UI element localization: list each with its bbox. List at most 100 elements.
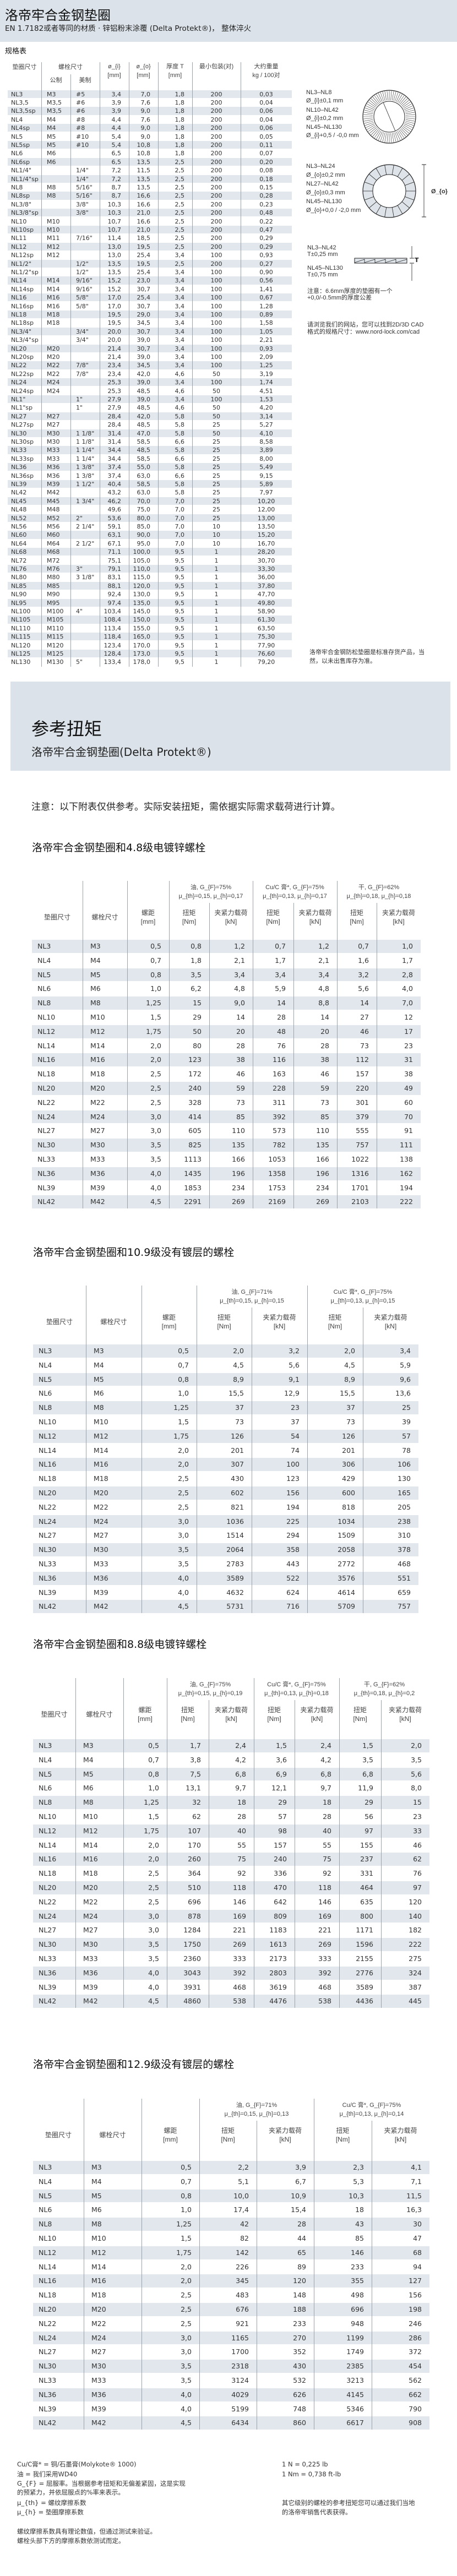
- value-cell: 44: [297, 2234, 306, 2242]
- serration-line: [364, 122, 374, 126]
- value-cell: 194: [400, 1183, 413, 1192]
- washer-size-cell: NL8: [39, 2220, 52, 2229]
- spec-cell: 23,4: [107, 370, 122, 378]
- value-cell: 387: [409, 1983, 422, 1991]
- header-washer-size: 垫圈尺寸: [45, 2131, 72, 2139]
- value-cell: 6,2: [191, 984, 202, 993]
- header-clamp-load: 夹紧力载荷: [214, 1706, 248, 1714]
- value-cell: 8,9: [344, 1375, 355, 1384]
- washer-size-cell: NL42: [37, 1197, 56, 1206]
- serration-line: [374, 95, 380, 104]
- value-cell: 1284: [183, 1926, 201, 1935]
- bolt-size-cell: M14: [94, 1446, 108, 1455]
- spec-cell: 0,29: [259, 235, 273, 242]
- spec-cell: 88,1: [107, 582, 122, 590]
- serration-line: [396, 132, 401, 140]
- washer-size-cell: NL16: [37, 1055, 56, 1064]
- friction-header: μ_{th}=0,15, μ_{h}=0,19: [178, 1690, 243, 1697]
- spec-cell: 10,8: [137, 150, 151, 157]
- value-cell: 25: [402, 1403, 411, 1412]
- washer-size-cell: NL30: [39, 1545, 57, 1554]
- washer-size-cell: NL6: [39, 1784, 52, 1793]
- value-cell: 220: [356, 1084, 369, 1092]
- spec-cell: NL3: [11, 90, 23, 98]
- serration-line: [398, 95, 405, 104]
- value-cell: 123: [286, 1474, 300, 1483]
- spec-cell: 0,89: [259, 311, 273, 318]
- spec-cell: 7,0: [175, 514, 185, 522]
- value-cell: 92: [323, 1869, 331, 1878]
- value-cell: 5,9: [275, 984, 286, 993]
- value-cell: 307: [231, 1460, 244, 1469]
- value-cell: 3,9: [295, 2163, 306, 2171]
- value-cell: 4436: [356, 1997, 373, 2006]
- thickness-note: 注意：6.6mm厚度的垫圈有一个: [307, 288, 393, 295]
- spec-cell: 2,5: [175, 226, 185, 233]
- value-cell: 126: [231, 1431, 244, 1440]
- value-cell: 2,4: [235, 1741, 246, 1750]
- value-cell: 4,5: [344, 1360, 355, 1369]
- value-cell: 15: [413, 1798, 422, 1807]
- value-cell: 54: [291, 1431, 300, 1440]
- value-cell: 4,5: [148, 1997, 159, 2006]
- spec-cell: 16,6: [137, 217, 151, 225]
- serration-line: [397, 130, 402, 139]
- spec-cell: 83,1: [107, 574, 122, 581]
- value-cell: 2,3: [353, 2163, 364, 2171]
- spec-cell: 120,0: [133, 582, 151, 590]
- spec-cell: 2,21: [259, 336, 273, 344]
- outer-diameter-label: Ø_{o}: [431, 188, 448, 195]
- header-clamp-load: 夹紧力载荷: [214, 909, 248, 917]
- spec-cell: 100: [210, 353, 222, 361]
- spec-cell: 21,0: [137, 209, 151, 217]
- header-pitch: 螺距: [141, 909, 155, 917]
- value-cell: 624: [286, 1588, 300, 1597]
- spec-cell: NL125: [11, 650, 31, 657]
- spec-cell: 0,93: [259, 252, 273, 259]
- value-cell: 1,25: [173, 1403, 189, 1412]
- washer-size-cell: NL4: [37, 956, 51, 965]
- header-pitch: 螺距: [138, 1706, 152, 1714]
- serration-line: [372, 96, 379, 105]
- spec-cell: NL3,5: [11, 99, 29, 106]
- value-cell: 878: [188, 1911, 201, 1920]
- condition-header: 油, G_{F}=75%: [190, 884, 232, 891]
- value-cell: 29: [193, 1013, 202, 1021]
- value-cell: 135: [316, 1141, 329, 1150]
- thickness-tolerance-label: T±0,75 mm: [307, 271, 338, 278]
- value-cell: 5709: [338, 1602, 355, 1611]
- value-cell: 49: [404, 1084, 413, 1092]
- spec-cell: 200: [210, 150, 222, 157]
- spec-cell: 7,2: [111, 175, 122, 183]
- value-cell: 33: [413, 1826, 422, 1835]
- spec-cell: 31,4: [107, 429, 122, 437]
- spec-cell: 100,0: [133, 548, 151, 556]
- spec-cell: NL3/8"sp: [11, 209, 39, 217]
- serration-line: [366, 105, 374, 110]
- value-cell: 1316: [351, 1169, 369, 1178]
- spec-cell: 9,5: [175, 582, 185, 590]
- spec-cell: M14: [47, 277, 60, 285]
- value-cell: 4860: [183, 1997, 201, 2006]
- spec-cell: 1,8: [175, 99, 185, 106]
- spec-cell: NL30sp: [11, 438, 34, 445]
- bolt-size-cell: M6: [83, 1784, 94, 1793]
- segment-line: [391, 207, 394, 217]
- friction-header: μ_{th}=0,13, μ_{h}=0,15: [330, 1298, 395, 1304]
- spec-cell: 18,5: [137, 235, 151, 242]
- spec-cell: 9,0: [140, 133, 151, 140]
- spec-cell: 100: [210, 302, 222, 310]
- spec-cell: #10: [76, 133, 89, 140]
- spec-cell: 1 1/2": [76, 480, 95, 488]
- bolt-size-cell: M33: [91, 2376, 106, 2384]
- spec-cell: 2,5: [175, 260, 185, 268]
- spec-cell: 3": [76, 565, 83, 573]
- spec-cell: M36: [47, 472, 60, 480]
- serration-line: [367, 104, 376, 109]
- spec-cell: 1 1/4": [76, 455, 95, 462]
- spec-cell: 5": [76, 658, 83, 666]
- spec-cell: M24: [47, 379, 60, 386]
- spec-cell: 5,8: [175, 421, 185, 429]
- spec-cell: 4,6: [175, 404, 185, 412]
- segment-line: [376, 168, 382, 177]
